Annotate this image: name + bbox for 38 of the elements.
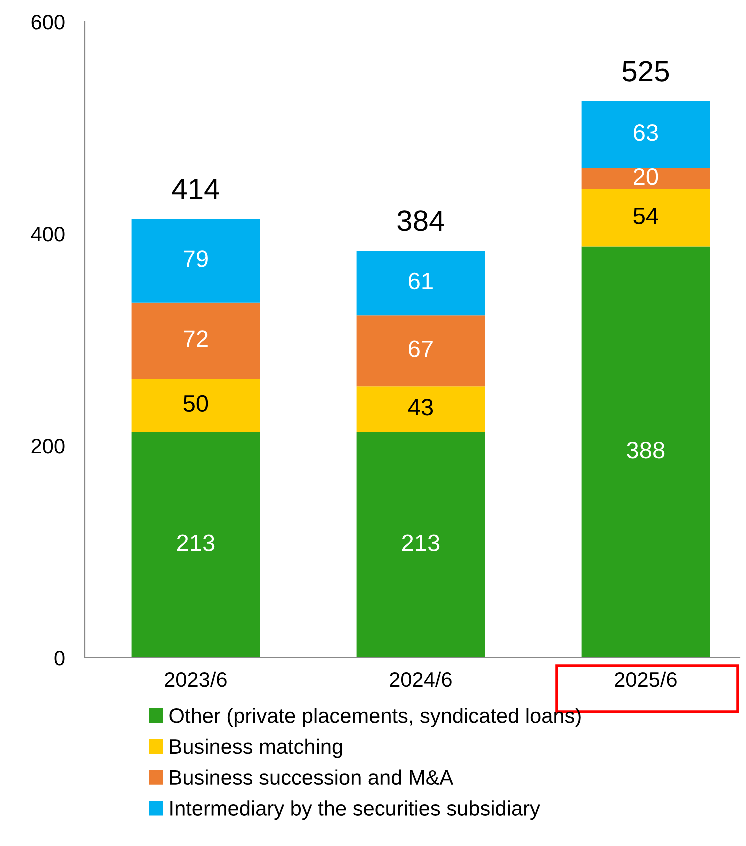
data-label: 20 [634, 168, 658, 186]
bar [356, 432, 486, 658]
data-label: 63 [634, 124, 658, 142]
bar [582, 189, 710, 247]
data-label: 388 [627, 442, 665, 459]
bar [582, 168, 710, 190]
data-label: 43 [408, 399, 434, 416]
data-label: 67 [409, 340, 433, 358]
x-tick-label: 2024/6 [390, 672, 452, 688]
bar [132, 432, 260, 658]
data-label: 213 [402, 534, 440, 552]
bar [132, 379, 260, 432]
legend-label: Business matching [170, 738, 342, 758]
y-tick-label: 400 [31, 227, 65, 242]
bar [356, 386, 486, 432]
data-label: 61 [409, 272, 433, 290]
data-label: 79 [184, 250, 208, 268]
data-label: 50 [184, 395, 208, 412]
y-tick-label: 600 [32, 15, 65, 30]
bar [356, 250, 486, 316]
data-label: 54 [634, 208, 658, 224]
bar [132, 302, 260, 380]
data-label: 213 [177, 534, 215, 552]
total-label: 414 [172, 179, 220, 200]
bar [356, 316, 486, 387]
x-tick-label: 2025/6 [615, 672, 677, 688]
y-tick-label: 0 [54, 651, 65, 666]
y-tick-label: 200 [32, 439, 65, 454]
x-tick-label: 2023/6 [165, 672, 227, 688]
total-label: 384 [398, 210, 444, 232]
data-label: 72 [184, 330, 208, 348]
legend-label: Other (private placements, syndicated loans) [170, 708, 581, 728]
legend-label: Business succession and M&A [170, 770, 454, 786]
bar [582, 102, 710, 168]
legend-label: Intermediary by the securities subsidiary [170, 800, 540, 820]
total-label: 525 [622, 61, 670, 82]
bar [582, 246, 710, 658]
bar [132, 219, 260, 303]
